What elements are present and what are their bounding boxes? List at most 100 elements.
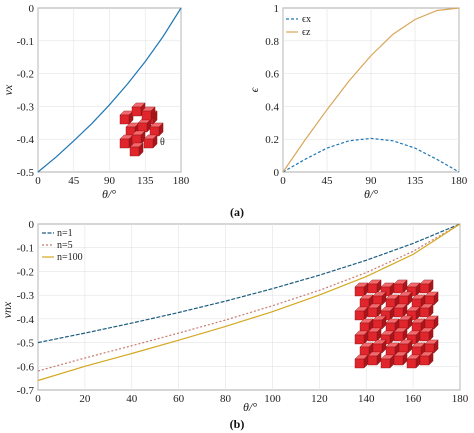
lattice-cube bbox=[419, 351, 434, 366]
chart-a-left-xtick-label: 45 bbox=[68, 175, 80, 187]
chart-a-right-ytick-label: 0 bbox=[274, 167, 280, 179]
chart-b-ytick-label: 0 bbox=[29, 219, 35, 231]
chart-b-xtick-label: 80 bbox=[220, 393, 232, 405]
caption-b: (b) bbox=[230, 417, 245, 431]
chart-a-left-ytick-label: -0.1 bbox=[17, 36, 34, 48]
lattice-cube bbox=[424, 315, 439, 330]
chart-a-right-ylabel: ϵ bbox=[247, 86, 261, 92]
chart-a-right-xtick-label: 90 bbox=[366, 175, 378, 187]
lattice-cube bbox=[393, 279, 408, 294]
lattice-cube bbox=[380, 282, 395, 297]
legend-n5: n=5 bbox=[57, 240, 73, 251]
chart-a-left-ylabel: νx bbox=[1, 84, 15, 95]
chart-a-right-ytick-label: 0.2 bbox=[265, 134, 279, 146]
lattice-cube bbox=[367, 351, 382, 366]
chart-a-left-ytick-label: -0.4 bbox=[17, 134, 35, 146]
chart-b-ytick-label: -0.1 bbox=[17, 243, 34, 255]
lattice-cube bbox=[406, 354, 421, 369]
lattice-cube bbox=[367, 327, 382, 342]
chart-a-left-series-0 bbox=[37, 7, 182, 173]
chart-b-ytick-label: -0.2 bbox=[17, 266, 34, 278]
chart-b-series-1 bbox=[37, 223, 461, 372]
lattice-cube bbox=[354, 354, 369, 369]
lattice-cube bbox=[393, 303, 408, 318]
chart-b: 0 20 40 60 80 100 120 140 160 180 0 -0.1 -0.2 -0.3 -0.… bbox=[0, 219, 469, 414]
lattice-cube bbox=[419, 327, 434, 342]
chart-b-xtick-label: 40 bbox=[126, 393, 138, 405]
lattice-cube bbox=[398, 291, 413, 306]
chart-b-ytick-label: -0.6 bbox=[17, 361, 35, 373]
lattice-cube bbox=[393, 327, 408, 342]
lattice-cube bbox=[424, 339, 439, 354]
red-auxetic-unit-cell-icon: θ bbox=[119, 102, 165, 157]
chart-a-right-ytick-label: 0.6 bbox=[265, 69, 279, 81]
chart-a-left-ytick-label: -0.2 bbox=[17, 69, 34, 81]
legend-n1: n=1 bbox=[57, 228, 73, 239]
legend-n100: n=100 bbox=[57, 252, 83, 263]
lattice-cube bbox=[419, 279, 434, 294]
chart-b-series-0 bbox=[37, 223, 461, 344]
chart-b-xtick-label: 60 bbox=[173, 393, 185, 405]
chart-a-right: 0 45 90 135 180 0 0.2 0.4 0.6 0.8 1 θ/° ϵ ϵx ϵz bbox=[247, 3, 468, 201]
lattice-cube bbox=[393, 351, 408, 366]
lattice-cube bbox=[367, 279, 382, 294]
chart-a-right-legend: ϵx ϵz bbox=[286, 14, 311, 38]
lattice-cube bbox=[380, 306, 395, 321]
caption-a: (a) bbox=[230, 205, 244, 219]
chart-a-right-xtick-label: 0 bbox=[280, 175, 286, 187]
chart-b-xtick-label: 0 bbox=[35, 393, 41, 405]
legend-eps-x: ϵx bbox=[302, 14, 311, 25]
unit-cell-cube bbox=[149, 122, 164, 137]
chart-a-right-xlabel: θ/° bbox=[364, 187, 378, 201]
unit-cell-cube bbox=[119, 110, 134, 125]
lattice-cube bbox=[354, 330, 369, 345]
unit-cell-cube bbox=[129, 142, 144, 157]
chart-a-right-series-0 bbox=[282, 137, 460, 173]
chart-b-series-2 bbox=[37, 223, 461, 382]
chart-b-xlabel: θ/° bbox=[243, 400, 257, 414]
unit-cell-cube bbox=[137, 118, 152, 133]
chart-a-left-ytick-label: -0.5 bbox=[17, 167, 35, 179]
chart-a-right-ytick-label: 0.4 bbox=[265, 101, 279, 113]
lattice-cube bbox=[354, 282, 369, 297]
chart-a-right-xtick-label: 180 bbox=[451, 175, 468, 187]
chart-b-legend: n=1 n=5 n=100 bbox=[42, 228, 83, 263]
unit-cell-cube bbox=[143, 134, 158, 149]
chart-b-ytick-label: -0.5 bbox=[17, 338, 35, 350]
chart-a-left-ytick-label: -0.3 bbox=[17, 101, 35, 113]
chart-b-ytick-label: -0.3 bbox=[17, 290, 35, 302]
chart-a-right-xtick-label: 45 bbox=[322, 175, 334, 187]
lattice-cube bbox=[419, 303, 434, 318]
chart-a-left-ytick-label: 0 bbox=[29, 3, 35, 15]
lattice-cube bbox=[354, 306, 369, 321]
chart-a-right-ytick-label: 0.8 bbox=[265, 36, 279, 48]
chart-b-ytick-label: -0.4 bbox=[17, 314, 35, 326]
lattice-cube bbox=[380, 330, 395, 345]
chart-b-xtick-label: 100 bbox=[264, 393, 281, 405]
lattice-cube bbox=[372, 291, 387, 306]
lattice-cube bbox=[406, 306, 421, 321]
lattice-cube bbox=[372, 315, 387, 330]
chart-a-left-inset-label: θ bbox=[160, 137, 165, 148]
lattice-cube bbox=[372, 339, 387, 354]
chart-a-left-xtick-label: 0 bbox=[35, 175, 41, 187]
chart-a-left-xlabel: θ/° bbox=[102, 187, 116, 201]
lattice-cube bbox=[385, 294, 400, 309]
unit-cell-cube bbox=[131, 130, 146, 145]
chart-b-xtick-label: 120 bbox=[311, 393, 328, 405]
chart-b-xtick-label: 180 bbox=[452, 393, 469, 405]
chart-a-right-xtick-label: 135 bbox=[407, 175, 424, 187]
chart-a-left-xtick-label: 135 bbox=[137, 175, 154, 187]
legend-eps-z: ϵz bbox=[302, 27, 311, 38]
chart-b-xtick-label: 160 bbox=[405, 393, 422, 405]
lattice-cube bbox=[398, 315, 413, 330]
lattice-cube bbox=[367, 303, 382, 318]
chart-b-xtick-label: 20 bbox=[79, 393, 91, 405]
chart-a-left-xtick-label: 180 bbox=[173, 175, 190, 187]
chart-b-ylabel: νnx bbox=[0, 301, 14, 318]
chart-a-right-ytick-label: 1 bbox=[274, 3, 280, 15]
red-auxetic-lattice-icon bbox=[354, 279, 439, 369]
chart-a-left-xtick-label: 90 bbox=[104, 175, 116, 187]
chart-b-xtick-label: 140 bbox=[358, 393, 375, 405]
lattice-cube bbox=[398, 339, 413, 354]
